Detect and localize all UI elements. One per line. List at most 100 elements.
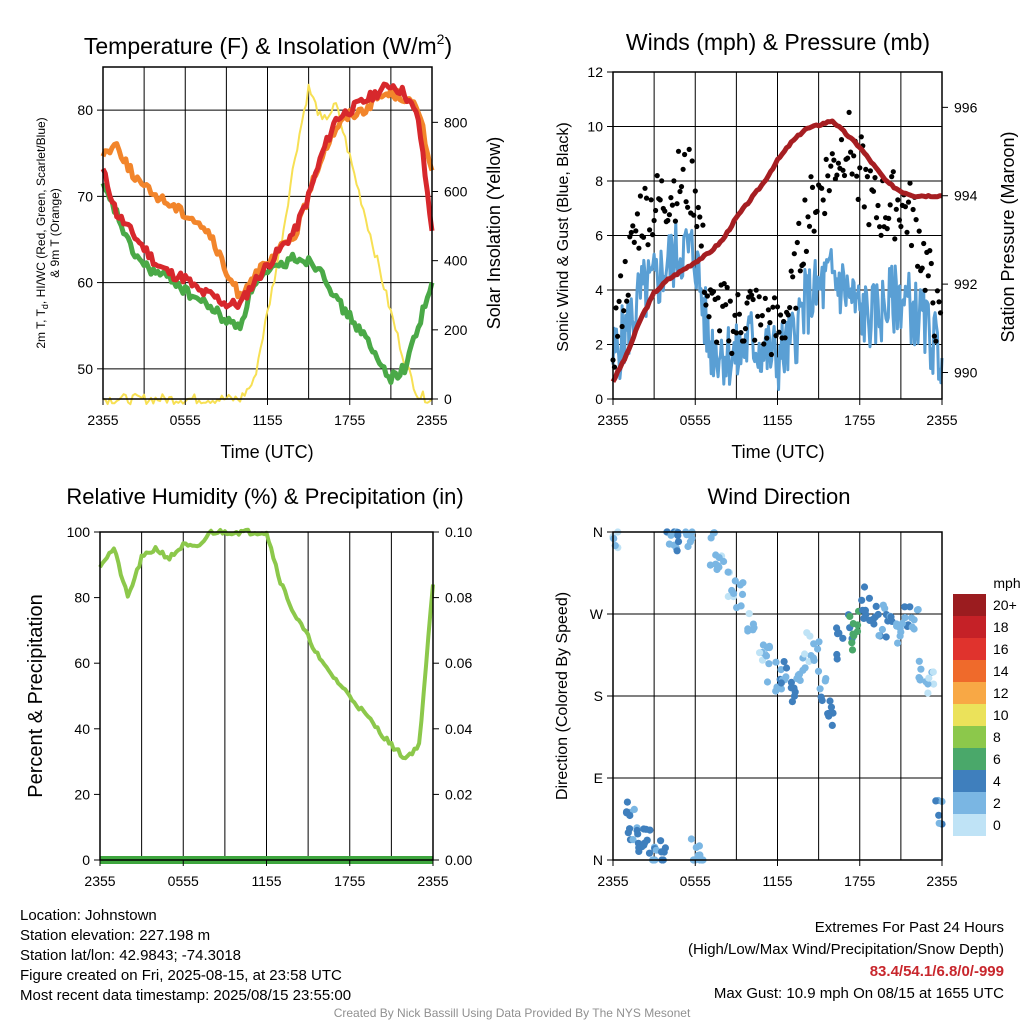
wind-grid: [612, 71, 943, 400]
direction-point: [935, 819, 943, 827]
wind-panel-title: Winds (mph) & Pressure (mb): [626, 29, 930, 55]
gust-point: [919, 265, 925, 271]
gust-point: [694, 223, 700, 230]
gust-point: [633, 228, 639, 234]
direction-point: [796, 676, 804, 685]
dewpoint-series: [100, 182, 435, 385]
gust-point: [650, 232, 656, 238]
gust-point: [613, 305, 619, 311]
gust-point: [628, 229, 634, 236]
direction-y-label: Direction (Colored By Speed): [554, 592, 571, 800]
direction-point: [687, 835, 696, 843]
direction-point: [788, 698, 797, 706]
legend-label: 18: [993, 619, 1009, 635]
direction-point: [787, 678, 796, 687]
gust-point: [904, 229, 910, 235]
y-tick-label: 200: [444, 322, 468, 338]
direction-points-layer: [609, 528, 946, 864]
gust-point: [855, 196, 861, 202]
direction-point: [715, 554, 723, 562]
speed-color-legend: 20+ 18 16 14 12 10 8 6 4 2 0: [953, 594, 1017, 836]
direction-point: [657, 837, 665, 845]
gust-point: [895, 197, 901, 203]
gust-point: [642, 185, 648, 191]
temp-x-axis: 2355 0555 1155 1755 2355: [87, 399, 448, 428]
gust-point: [697, 214, 703, 220]
extremes-subtitle: (High/Low/Max Wind/Precipitation/Snow De…: [688, 941, 1004, 958]
gust-point: [733, 330, 740, 336]
direction-point: [849, 620, 857, 628]
gust-point: [845, 155, 851, 161]
y-tick-label: 0.04: [445, 721, 472, 737]
gust-point: [927, 248, 933, 254]
gust-point: [621, 308, 627, 314]
rh-y-label: Percent & Precipitation: [25, 594, 47, 797]
direction-point: [828, 721, 836, 730]
direction-point: [756, 649, 764, 657]
gust-point: [851, 153, 857, 159]
gust-point: [662, 208, 668, 214]
gust-point: [930, 300, 936, 306]
x-tick-label: 1755: [334, 873, 365, 889]
gust-point: [691, 212, 697, 218]
gust-point: [802, 197, 808, 203]
solar-y-label: Solar Insolation (Yellow): [484, 137, 504, 329]
direction-point: [916, 675, 924, 683]
gust-point: [829, 151, 835, 157]
gust-point: [861, 204, 867, 210]
direction-point: [924, 680, 932, 688]
direction-point: [733, 604, 741, 612]
legend-swatch: [953, 814, 986, 836]
gust-point: [703, 302, 709, 308]
gust-point: [618, 273, 624, 279]
direction-point: [724, 592, 732, 601]
y-tick-label: N: [593, 524, 603, 540]
x-tick-label: 1755: [844, 873, 875, 889]
direction-point: [924, 689, 932, 697]
gust-point: [647, 227, 653, 233]
legend-swatch: [953, 792, 986, 814]
gust-point: [752, 337, 758, 343]
direction-point: [765, 644, 774, 652]
gust-point: [631, 239, 637, 245]
direction-point: [833, 655, 841, 663]
gust-point: [767, 320, 773, 326]
station-location: Location: Johnstown: [20, 907, 157, 924]
gust-point: [805, 214, 811, 220]
gust-point: [671, 178, 677, 184]
gust-point: [727, 298, 733, 304]
y-tick-label: 20: [74, 786, 90, 802]
gust-point: [835, 160, 842, 166]
direction-point: [849, 630, 857, 638]
rh-grid: [99, 532, 434, 860]
legend-label: 6: [993, 751, 1001, 767]
y-tick-label: 600: [444, 184, 468, 200]
temp-y-label-line2: & 9m T (Orange): [48, 188, 62, 278]
direction-point: [715, 563, 723, 571]
direction-point: [772, 658, 780, 666]
direction-point: [814, 667, 823, 675]
gust-point: [933, 338, 939, 344]
gust-point: [666, 212, 673, 218]
gust-point: [761, 341, 767, 347]
direction-point: [893, 620, 901, 628]
direction-point: [859, 606, 867, 614]
x-tick-label: 1755: [844, 412, 875, 428]
gust-point: [931, 333, 938, 339]
gust-point: [808, 174, 814, 180]
gust-point: [831, 157, 837, 163]
gust-point: [648, 197, 654, 203]
gust-point: [787, 305, 793, 311]
legend-swatch: [953, 748, 986, 770]
rh-series: [98, 527, 435, 761]
credit-line: Created By Nick Bassill Using Data Provi…: [333, 1006, 691, 1020]
legend-swatch: [953, 770, 986, 792]
gust-point: [669, 202, 676, 208]
x-tick-label: 0555: [170, 412, 201, 428]
gust-point: [922, 287, 928, 293]
gust-point: [770, 304, 776, 310]
legend-label: 10: [993, 707, 1009, 723]
gust-point: [758, 322, 764, 328]
gust-point: [902, 204, 909, 210]
gust-point: [822, 210, 828, 217]
